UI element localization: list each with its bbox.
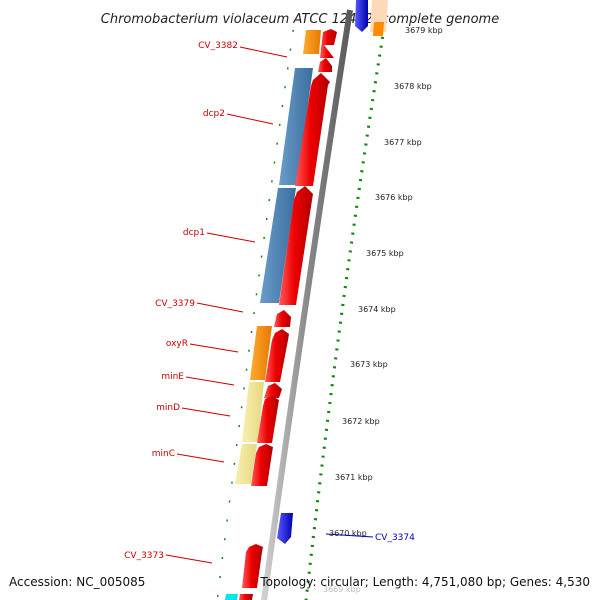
gene-labels: CV_3382 dcp2 dcp1 CV_3379 oxyR minE minD… [124, 41, 415, 561]
genome-summary-text: Topology: circular; Length: 4,751,080 bp… [259, 575, 590, 589]
label-leaders [165, 46, 374, 564]
gene-label-minD[interactable]: minD [156, 403, 180, 413]
genome-backbone [261, 9, 353, 600]
accession-text: Accession: NC_005085 [9, 575, 145, 589]
gene-label-CV_3373[interactable]: CV_3373 [124, 551, 164, 561]
tick-label: 3670 kbp [329, 529, 367, 538]
gene-label-CV_3382[interactable]: CV_3382 [198, 41, 238, 51]
gene-label-minC[interactable]: minC [152, 449, 175, 459]
cog-box-khaki-minC [235, 444, 257, 484]
gene-arrow-oxyR [265, 329, 289, 382]
leader-minE [185, 376, 235, 386]
cog-box-orange-top [303, 30, 321, 54]
tick-label: 3672 kbp [342, 417, 380, 426]
gene-arrow-CV_3382 [318, 58, 332, 72]
gene-label-dcp2[interactable]: dcp2 [203, 109, 225, 119]
leader-oxyR [189, 343, 239, 353]
gene-label-minE[interactable]: minE [161, 372, 184, 382]
gene-arrow-CV_3373 [242, 544, 263, 588]
gene-arrow-CV_3379 [274, 310, 291, 327]
forward-genes [239, 29, 337, 600]
leader-dcp2 [226, 113, 274, 125]
reverse-genes [277, 0, 368, 544]
gene-arrow-blue-top [355, 0, 368, 32]
gene-arrow-minC [251, 444, 273, 486]
tick-label: 3671 kbp [335, 473, 373, 482]
tick-label: 3669 kbp [323, 585, 361, 594]
gene-label-CV_3379[interactable]: CV_3379 [155, 299, 195, 309]
cog-box-khaki-minD [242, 382, 264, 442]
tick-label: 3679 kbp [405, 26, 443, 35]
kbp-tick-labels: 3679 kbp 3678 kbp 3677 kbp 3676 kbp 3675… [323, 26, 443, 594]
leader-CV_3373 [165, 554, 213, 564]
cog-box-cyan-bottom [225, 594, 238, 600]
cog-box-steel-dcp2 [279, 68, 313, 185]
leader-dcp1 [206, 232, 256, 243]
cog-box-steel-dcp1 [260, 188, 296, 303]
gene-arrow-dcp1 [279, 186, 313, 305]
gene-label-CV_3374[interactable]: CV_3374 [375, 533, 415, 543]
tick-label: 3674 kbp [358, 305, 396, 314]
tick-label: 3673 kbp [350, 360, 388, 369]
gene-arrow-minE [264, 383, 282, 398]
gene-arrow-dcp2 [295, 73, 330, 186]
gene-arrow-CV_3374 [277, 513, 293, 544]
gene-arrow-minD [257, 396, 279, 443]
map-title: Chromobacterium violaceum ATCC 12472, co… [101, 12, 499, 27]
gene-label-dcp1[interactable]: dcp1 [183, 228, 205, 238]
leader-CV_3379 [196, 302, 244, 313]
tick-label: 3675 kbp [366, 249, 404, 258]
tick-label: 3677 kbp [384, 138, 422, 147]
leader-minC [176, 453, 225, 463]
leader-CV_3382 [239, 46, 288, 58]
leader-minD [181, 407, 231, 417]
tick-label: 3676 kbp [375, 193, 413, 202]
cog-box-orange-edge [373, 22, 384, 36]
tick-label: 3678 kbp [394, 82, 432, 91]
gene-arrow-bottom-edge [239, 594, 253, 600]
gene-label-oxyR[interactable]: oxyR [166, 339, 188, 349]
cog-box-orange-oxyR [250, 326, 272, 380]
cog-track [225, 0, 388, 600]
gene-arrow-top [320, 29, 337, 58]
leader-CV_3374 [325, 533, 374, 538]
